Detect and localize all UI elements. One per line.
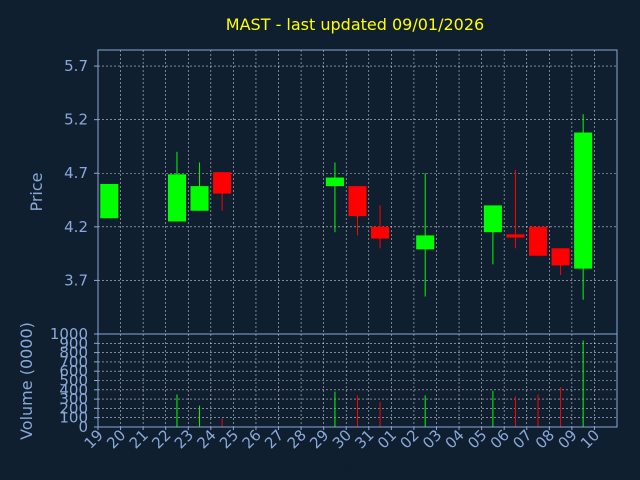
candle-body [528,226,548,256]
candle-body [551,248,570,266]
volume-tick-label: 900 [59,334,88,352]
day-axis-label: Day [333,458,363,476]
candle-body [190,186,209,211]
mark-layer [100,114,593,427]
price-tick-label: 3.7 [64,271,88,289]
volume-tick-label: 700 [59,353,88,371]
volume-tick-label: 500 [59,372,88,390]
price-axis-label: Price [27,172,46,211]
volume-tick-label: 200 [59,399,88,417]
candle-body [213,172,232,194]
candle-body [167,174,187,222]
chart-title: MAST - last updated 09/01/2026 [226,15,484,34]
volume-tick-label: 100 [59,409,88,427]
candle-body [506,234,525,238]
volume-tick-label: 800 [59,344,88,362]
candle-body [574,132,593,269]
volume-tick-label: 0 [78,418,88,436]
candle-body [325,177,344,187]
volume-tick-label: 400 [59,381,88,399]
volume-tick-label: 300 [59,390,88,408]
volume-tick-label: 600 [59,362,88,380]
volume-panel-frame [97,333,618,428]
price-tick-label: 5.2 [64,111,88,129]
candle-body [416,235,435,250]
price-tick-label: 5.7 [64,57,88,75]
volume-tick-label: 1000 [50,325,88,343]
candle-body [100,183,119,219]
day-tick-label: 10 [577,426,603,452]
price-tick-label: 4.2 [64,218,88,236]
candle-body [483,205,502,233]
volume-axis-label: Volume (0000) [17,322,36,440]
price-tick-label: 4.7 [64,164,88,182]
grid-layer [98,50,617,427]
candle-body [348,186,367,217]
candle-body [371,226,390,239]
